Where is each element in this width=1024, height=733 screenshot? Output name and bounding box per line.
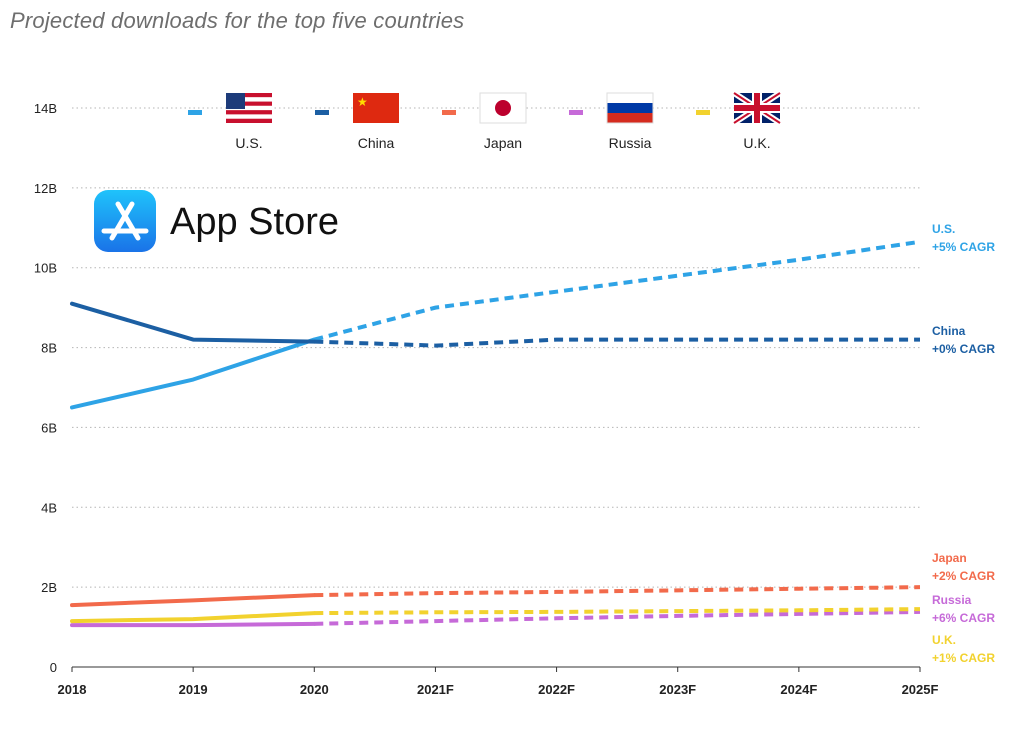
legend-swatch-russia [569,110,583,115]
legend-label-us: U.S. [235,135,262,151]
x-tick-label: 2023F [659,682,696,697]
app-store-wordmark: App Store [170,201,339,243]
flag-star: ★ [357,95,368,109]
legend-item-uk: U.K. [696,90,782,151]
flag-stripe [226,114,272,119]
y-tick-label: 0 [50,660,57,675]
uk-flag-icon [732,90,782,126]
flag-border [606,92,654,124]
end-label-uk-name: U.K. [932,633,956,647]
y-tick-label: 12B [34,181,57,196]
flag-stripe [226,97,272,102]
app-store-logo: App Store [94,190,339,252]
y-tick-label: 8B [41,341,57,356]
end-label-russia-cagr: +6% CAGR [932,611,995,625]
y-axis-ticks: 0 2B 4B 6B 8B 10B 12B 14B [34,101,57,675]
japan-flag-icon [479,92,527,124]
legend-swatch-uk [696,110,710,115]
x-tick-label: 2021F [417,682,454,697]
y-tick-label: 6B [41,420,57,435]
y-tick-label: 2B [41,580,57,595]
legend-item-china: ★ China [315,93,399,151]
x-axis: 2018 2019 2020 2021F 2022F 2023F 2024F 2025F [58,666,939,697]
legend-label-japan: Japan [484,135,522,151]
x-tick-label: 2019 [179,682,208,697]
end-label-us-name: U.S. [932,222,955,236]
series-line-japan-actual [70,593,317,608]
series-line-us-forecast [313,239,921,342]
legend-item-japan: Japan [442,92,527,151]
series-lines [70,239,921,628]
end-label-uk-cagr: +1% CAGR [932,651,995,665]
end-label-china-name: China [932,324,966,338]
end-label-russia-name: Russia [932,593,972,607]
y-tick-label: 14B [34,101,57,116]
flag-stripe [607,93,653,103]
chart-subtitle: Projected downloads for the top five cou… [10,8,465,33]
x-tick-label: 2020 [300,682,329,697]
series-line-russia-forecast [314,609,921,626]
y-tick-label: 4B [41,500,57,515]
flag-disc [495,100,511,116]
flag-field [353,93,399,123]
y-tick-label: 10B [34,261,57,276]
x-tick-label: 2022F [538,682,575,697]
flag-stripe [607,103,653,113]
grid-lines [72,107,920,588]
flag-stripe [226,101,272,106]
series-line-us-actual [70,337,317,410]
legend-label-china: China [358,135,395,151]
flag-stripe [226,105,272,111]
end-label-us-cagr: +5% CAGR [932,240,995,254]
legend-swatch-japan [442,110,456,115]
russia-flag-icon [606,92,654,124]
series-line-russia-actual [70,621,317,628]
legend-item-russia: Russia [569,92,654,151]
legend-label-uk: U.K. [743,135,770,151]
flag-canton [226,93,245,109]
series-end-labels: U.S. +5% CAGR China +0% CAGR Japan +2% CAGR Ru… [932,222,995,665]
end-label-china-cagr: +0% CAGR [932,342,995,356]
end-label-japan-name: Japan [932,551,967,565]
series-line-china-actual [70,301,317,344]
series-line-china-forecast [314,337,920,348]
app-store-icon [94,190,156,252]
flag-cross-red [734,105,780,111]
series-line-japan-forecast [314,585,921,598]
china-flag-icon: ★ [353,93,399,123]
us-flag-icon [226,93,272,123]
x-tick-label: 2018 [58,682,87,697]
flag-stripe [607,113,653,123]
legend-swatch-us [188,110,202,115]
flag-stripe [226,110,272,115]
series-line-uk-forecast [314,607,921,616]
end-label-japan-cagr: +2% CAGR [932,569,995,583]
legend: U.S. ★ China Japan Russia U.K. [188,90,782,151]
legend-item-us: U.S. [188,93,272,151]
x-tick-label: 2025F [902,682,939,697]
legend-label-russia: Russia [609,135,652,151]
flag-stripe [226,118,272,123]
x-tick-label: 2024F [780,682,817,697]
legend-swatch-china [315,110,329,115]
flag-stripe [226,93,272,98]
series-line-uk-actual [70,611,317,624]
